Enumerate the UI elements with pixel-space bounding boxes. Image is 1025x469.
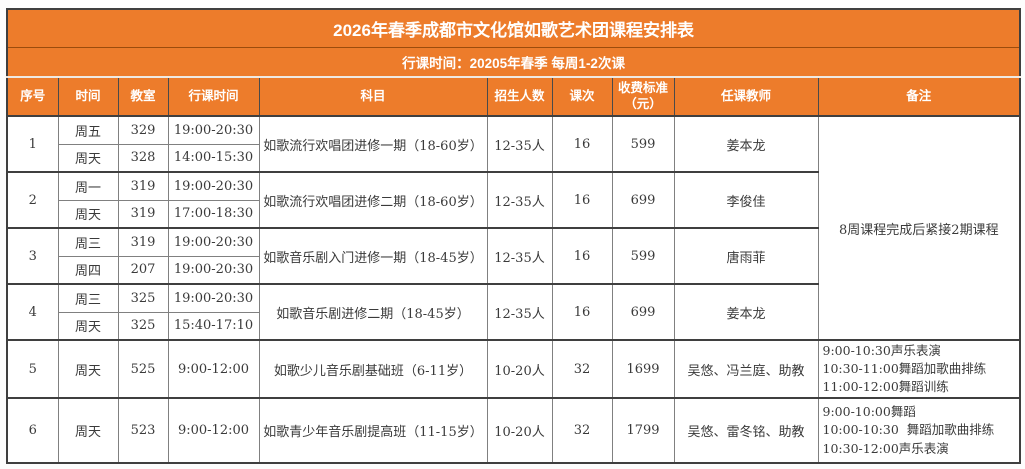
- cell-no: 6: [6, 397, 59, 464]
- cell-fee: 699: [611, 283, 675, 341]
- cell-fee: 1799: [611, 397, 675, 464]
- cell-time: 15:40-17:10: [167, 311, 260, 341]
- col-header-time: 行课时间: [167, 77, 260, 117]
- cell-fee: 699: [611, 171, 675, 229]
- table-row: 4 周三 325 19:00-20:30 如歌音乐剧进修二期（18-45岁） 1…: [6, 283, 1020, 341]
- cell-no: 2: [6, 171, 59, 229]
- cell-remark: 9:00-10:30声乐表演 10:30-11:00舞蹈加歌曲排练 11:00-…: [817, 339, 1021, 399]
- cell-time: 17:00-18:30: [167, 199, 260, 229]
- cell-lessons: 32: [551, 339, 613, 399]
- cell-fee: 599: [611, 227, 675, 285]
- col-header-capacity: 招生人数: [486, 77, 553, 117]
- page-title: 2026年春季成都市文化馆如歌艺术团课程安排表: [7, 9, 1021, 48]
- col-header-lessons: 课次: [551, 77, 613, 117]
- cell-teacher: 吴悠、雷冬铭、助教: [673, 397, 819, 464]
- schedule-subtitle: 行课时间：20205年春季 每周1-2次课: [7, 47, 1021, 78]
- table-row: 5 周天 525 9:00-12:00 如歌少儿音乐剧基础班（6-11岁） 10…: [6, 339, 1021, 399]
- cell-day: 周天: [57, 311, 119, 341]
- col-header-no: 序号: [6, 77, 59, 117]
- cell-room: 207: [117, 255, 169, 285]
- cell-time: 19:00-20:30: [167, 255, 260, 285]
- cell-no: 5: [6, 339, 59, 399]
- cell-day: 周天: [57, 199, 119, 229]
- table-row: 2 周一 319 19:00-20:30 如歌流行欢唱团进修二期（18-60岁）…: [6, 171, 1020, 229]
- cell-teacher: 姜本龙: [673, 115, 819, 173]
- cell-room: 319: [117, 227, 169, 257]
- cell-room: 523: [117, 397, 169, 464]
- cell-remark: 9:00-10:00舞蹈 10:00-10:30 舞蹈加歌曲排练 10:30-1…: [817, 397, 1021, 464]
- cell-subject: 如歌青少年音乐剧提高班（11-15岁）: [258, 397, 488, 464]
- cell-room: 328: [117, 143, 169, 173]
- table-row: 1 周五 329 19:00-20:30 如歌流行欢唱团进修一期（18-60岁）…: [6, 115, 1021, 341]
- cell-time: 9:00-12:00: [167, 339, 260, 399]
- col-header-subject: 科目: [258, 77, 488, 117]
- cell-day: 周天: [57, 397, 119, 464]
- cell-capacity: 12-35人: [486, 171, 553, 229]
- cell-teacher: 唐雨菲: [673, 227, 819, 285]
- cell-day: 周天: [57, 339, 119, 399]
- cell-lessons: 16: [551, 227, 613, 285]
- cell-time: 19:00-20:30: [167, 171, 260, 201]
- cell-subject: 如歌少儿音乐剧基础班（6-11岁）: [258, 339, 488, 399]
- col-header-remark: 备注: [817, 77, 1021, 117]
- cell-time: 19:00-20:30: [167, 283, 260, 313]
- cell-room: 319: [117, 199, 169, 229]
- cell-day: 周五: [57, 115, 119, 145]
- cell-no: 4: [6, 283, 59, 341]
- col-header-room: 教室: [117, 77, 169, 117]
- cell-no: 3: [6, 227, 59, 285]
- cell-lessons: 16: [551, 283, 613, 341]
- col-header-day: 时间: [57, 77, 119, 117]
- cell-day: 周天: [57, 143, 119, 173]
- cell-subject: 如歌流行欢唱团进修一期（18-60岁）: [258, 115, 488, 173]
- cell-capacity: 12-35人: [486, 115, 553, 173]
- cell-day: 周三: [57, 283, 119, 313]
- cell-no: 1: [6, 115, 59, 173]
- table-row: 周天 325 15:40-17:10: [7, 311, 1020, 341]
- cell-subject: 如歌音乐剧入门进修一期（18-45岁）: [258, 227, 488, 285]
- cell-room: 319: [117, 171, 169, 201]
- cell-capacity: 10-20人: [486, 397, 553, 464]
- cell-room: 525: [117, 339, 169, 399]
- cell-time: 19:00-20:30: [167, 115, 260, 145]
- cell-room: 329: [117, 115, 169, 145]
- col-header-fee: 收费标准 （元）: [611, 77, 675, 117]
- cell-time: 9:00-12:00: [167, 397, 260, 464]
- cell-teacher: 李俊佳: [673, 171, 819, 229]
- cell-subject: 如歌流行欢唱团进修二期（18-60岁）: [258, 171, 488, 229]
- col-header-teacher: 任课教师: [673, 77, 819, 117]
- schedule-table-sheet: 2026年春季成都市文化馆如歌艺术团课程安排表 行课时间：20205年春季 每周…: [6, 8, 1022, 464]
- cell-teacher: 吴悠、冯兰庭、助教: [673, 339, 819, 399]
- cell-lessons: 16: [551, 115, 613, 173]
- cell-day: 周一: [57, 171, 119, 201]
- cell-time: 14:00-15:30: [167, 143, 260, 173]
- cell-lessons: 32: [551, 397, 613, 464]
- table-row: 6 周天 523 9:00-12:00 如歌青少年音乐剧提高班（11-15岁） …: [6, 397, 1021, 464]
- cell-lessons: 16: [551, 171, 613, 229]
- table-row: 3 周三 319 19:00-20:30 如歌音乐剧入门进修一期（18-45岁）…: [6, 227, 1020, 285]
- cell-remark-merged: 8周课程完成后紧接2期课程: [817, 115, 1021, 341]
- cell-day: 周四: [57, 255, 119, 285]
- cell-fee: 1699: [611, 339, 675, 399]
- cell-fee: 599: [611, 115, 675, 173]
- cell-capacity: 12-35人: [486, 227, 553, 285]
- course-schedule-table: 2026年春季成都市文化馆如歌艺术团课程安排表 行课时间：20205年春季 每周…: [6, 8, 1022, 464]
- cell-capacity: 12-35人: [486, 283, 553, 341]
- cell-time: 19:00-20:30: [167, 227, 260, 257]
- table-row: 周天 328 14:00-15:30: [7, 143, 1020, 173]
- cell-room: 325: [117, 311, 169, 341]
- cell-teacher: 姜本龙: [673, 283, 819, 341]
- cell-subject: 如歌音乐剧进修二期（18-45岁）: [258, 283, 488, 341]
- cell-room: 325: [117, 283, 169, 313]
- cell-capacity: 10-20人: [486, 339, 553, 399]
- cell-day: 周三: [57, 227, 119, 257]
